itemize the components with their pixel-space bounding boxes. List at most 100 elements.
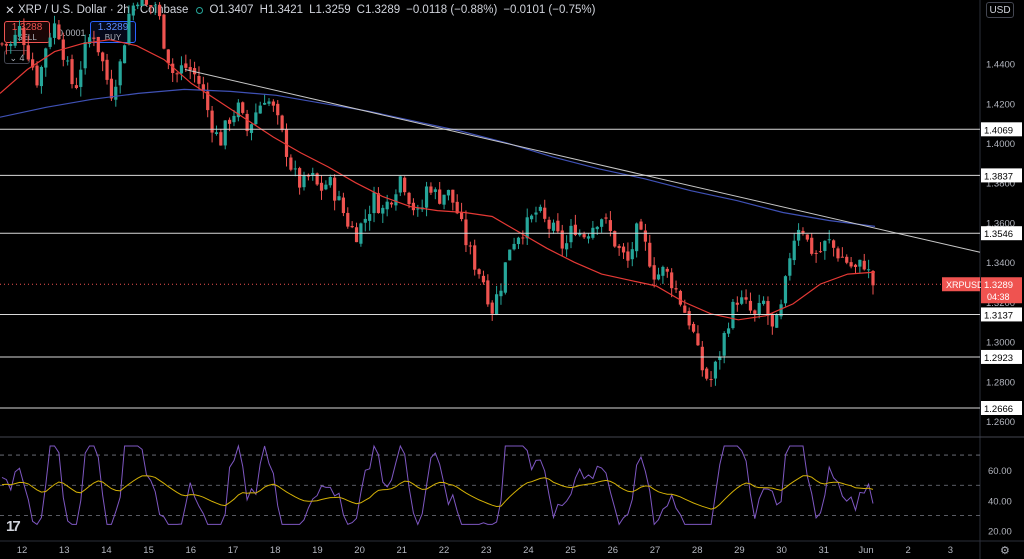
candle-body (503, 262, 507, 293)
candle-body (766, 301, 770, 316)
candle-body (284, 129, 289, 157)
candle-body (735, 302, 739, 305)
candle-body (630, 249, 634, 260)
candle-body (473, 245, 477, 270)
candle-body (871, 271, 875, 286)
candle-body (394, 194, 398, 206)
level-label-box (981, 168, 1022, 183)
candle-body (753, 310, 757, 314)
candle-body (867, 269, 871, 271)
candle-body (832, 240, 836, 248)
candle-body (613, 231, 617, 247)
candle-body (639, 221, 643, 230)
candle-body (210, 110, 214, 133)
gear-icon[interactable]: ⚙ (1000, 545, 1010, 557)
candle-body (560, 230, 564, 249)
candle-body (468, 245, 472, 247)
candle-body (39, 66, 43, 87)
symbol-tag-box (942, 277, 980, 292)
candle-body (512, 243, 516, 250)
candle-body (319, 182, 324, 191)
time-axis-label: 19 (312, 545, 323, 556)
price-tick-label: 1.3600 (986, 218, 1015, 229)
candle-body (761, 300, 766, 304)
time-axis-label: 30 (776, 545, 787, 556)
candle-body (551, 222, 556, 231)
level-label-box (981, 226, 1022, 241)
candle-body (818, 251, 823, 253)
candle-body (674, 288, 678, 290)
candle-body (258, 105, 262, 114)
candle-body (192, 68, 197, 75)
candle-body (604, 217, 608, 219)
candle-body (652, 265, 656, 280)
candle-body (350, 225, 354, 228)
candle-body (153, 5, 157, 7)
candle-body (573, 224, 577, 235)
candle-body (696, 333, 700, 346)
candle-body (775, 314, 779, 328)
candle-body (144, 0, 149, 5)
candle-body (744, 297, 748, 300)
currency-button[interactable]: USD (986, 2, 1014, 18)
candle-body (188, 67, 192, 71)
symbol-header: ✕ XRP / U.S. Dollar · 2h · Coinbase O1.3… (0, 0, 601, 20)
symbol-title[interactable]: XRP / U.S. Dollar · 2h · Coinbase (18, 4, 189, 16)
candle-body (197, 75, 201, 84)
candle-body (407, 192, 411, 205)
candle-body (494, 294, 499, 315)
candle-body (748, 300, 753, 311)
candle-body (9, 44, 13, 47)
candle-body (122, 45, 127, 64)
long-moving-average-line (0, 88, 876, 227)
candle-body (403, 177, 407, 193)
candle-body (805, 234, 809, 240)
time-axis-label: 13 (59, 545, 70, 556)
candle-body (179, 65, 184, 74)
candle-body (464, 219, 468, 246)
candle-body (779, 304, 783, 317)
candle-body (79, 69, 83, 87)
candle-body (670, 272, 674, 289)
buy-button[interactable]: 1.3289 BUY (90, 21, 136, 43)
candle-body (328, 177, 332, 186)
candle-body (293, 168, 297, 170)
candle-body (853, 264, 858, 268)
candle-body (376, 193, 381, 214)
candle-body (665, 268, 669, 272)
time-axis-label: 31 (819, 545, 830, 556)
candle-body (74, 85, 79, 89)
candle-body (499, 290, 503, 297)
candle-body (731, 301, 735, 329)
candle-body (796, 229, 801, 241)
candle-body (446, 189, 451, 196)
candle-body (757, 302, 761, 315)
candle-body (683, 305, 687, 313)
level-label-box (981, 122, 1022, 137)
close-icon[interactable]: ✕ (5, 5, 15, 17)
candle-body (827, 239, 831, 241)
candle-body (459, 212, 464, 220)
candle-body (578, 233, 582, 236)
candle-body (245, 113, 249, 132)
candle-body (31, 59, 35, 68)
time-axis-label: 29 (734, 545, 745, 556)
candle-body (92, 37, 96, 39)
time-axis-label: 24 (523, 545, 534, 556)
candle-body (276, 103, 280, 116)
candle-body (302, 175, 306, 188)
rsi-line (1, 444, 874, 526)
price-tick-label: 1.3200 (986, 298, 1015, 309)
candle-body (346, 212, 350, 227)
candle-body (87, 37, 92, 44)
candle-body (569, 225, 573, 243)
candle-body (595, 226, 599, 230)
candle-body (788, 258, 792, 276)
candle-body (298, 168, 302, 188)
candle-body (171, 63, 175, 74)
ohlc-close: C1.3289 (356, 4, 401, 16)
time-axis-label: 14 (101, 545, 112, 556)
price-tick-label: 1.2800 (986, 377, 1015, 388)
price-tick-label: 1.4200 (986, 99, 1015, 110)
